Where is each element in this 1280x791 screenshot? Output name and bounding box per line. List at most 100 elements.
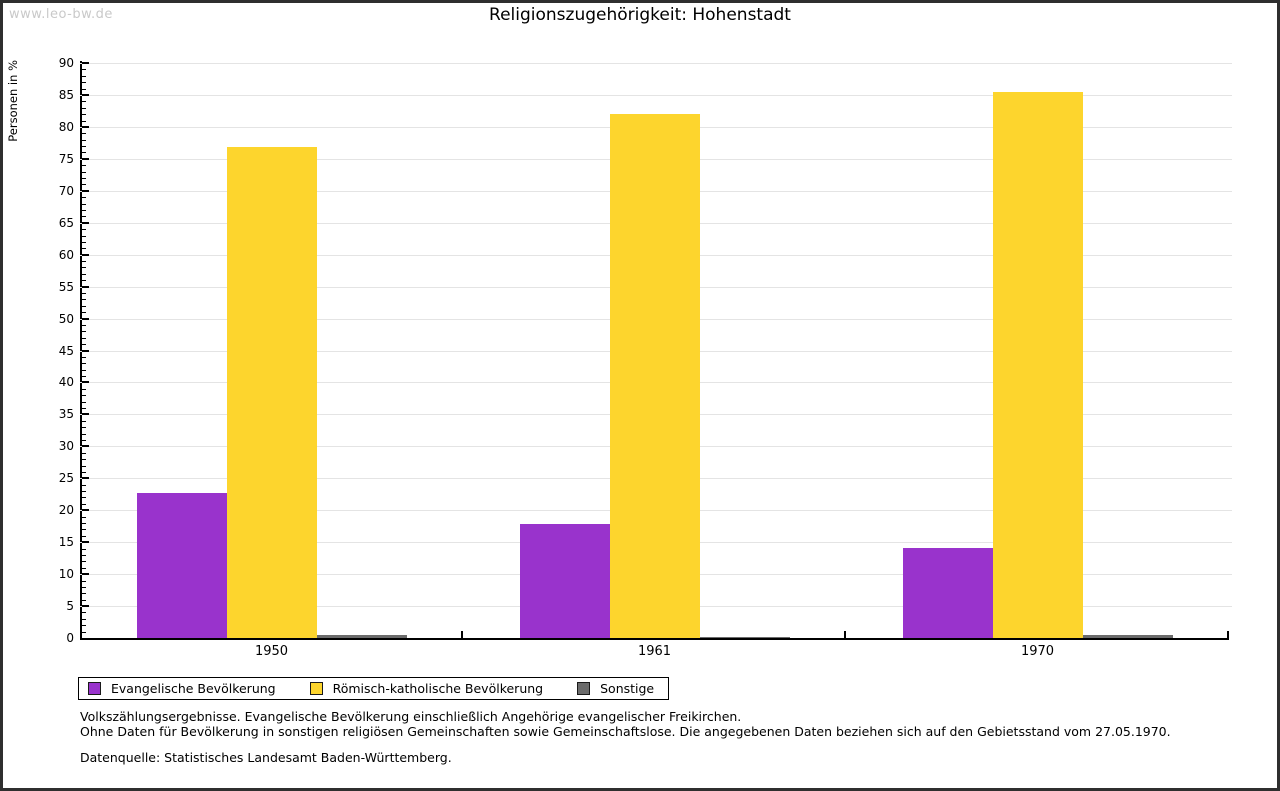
y-minor-tick bbox=[82, 401, 86, 403]
y-minor-tick bbox=[82, 369, 86, 371]
legend-swatch bbox=[309, 682, 323, 695]
y-minor-tick bbox=[82, 535, 86, 537]
y-minor-tick bbox=[82, 363, 86, 365]
x-axis-line bbox=[80, 638, 1229, 640]
y-major-tick bbox=[82, 62, 89, 64]
y-minor-tick bbox=[82, 229, 86, 231]
y-axis-line bbox=[80, 61, 82, 638]
legend-swatch bbox=[577, 682, 591, 695]
y-minor-tick bbox=[82, 101, 86, 103]
y-tick-label: 65 bbox=[58, 215, 74, 230]
gridline bbox=[80, 94, 1232, 96]
y-minor-tick bbox=[82, 178, 86, 179]
y-minor-tick bbox=[82, 312, 86, 314]
y-minor-tick bbox=[82, 631, 86, 633]
data-source: Datenquelle: Statistisches Landesamt Bad… bbox=[80, 750, 452, 765]
y-minor-tick bbox=[82, 452, 86, 454]
y-tick-label: 30 bbox=[58, 439, 74, 454]
legend-item-2: Sonstige bbox=[577, 681, 654, 696]
y-major-tick bbox=[82, 125, 89, 128]
y-minor-tick bbox=[82, 388, 86, 390]
footnote-line: Ohne Daten für Bevölkerung in sonstigen … bbox=[80, 724, 1171, 739]
y-minor-tick bbox=[82, 523, 86, 524]
x-tick-label: 1950 bbox=[254, 644, 289, 659]
y-minor-tick bbox=[82, 82, 86, 84]
y-tick-label: 35 bbox=[58, 407, 74, 422]
y-minor-tick bbox=[82, 471, 86, 473]
y-minor-tick bbox=[82, 152, 86, 154]
y-minor-tick bbox=[82, 548, 86, 550]
y-major-tick bbox=[82, 509, 89, 512]
y-minor-tick bbox=[82, 165, 86, 167]
y-minor-tick bbox=[82, 554, 86, 556]
y-minor-tick bbox=[82, 216, 86, 218]
y-minor-tick bbox=[82, 75, 86, 77]
y-minor-tick bbox=[82, 433, 86, 435]
y-minor-tick bbox=[82, 324, 86, 326]
y-major-tick bbox=[82, 573, 89, 576]
y-minor-tick bbox=[82, 580, 86, 582]
y-tick-label: 0 bbox=[66, 631, 74, 645]
y-minor-tick bbox=[82, 120, 86, 122]
y-minor-tick bbox=[82, 273, 86, 275]
bar-1970-series0 bbox=[902, 547, 993, 638]
y-major-tick bbox=[82, 157, 89, 160]
y-minor-tick bbox=[82, 356, 86, 358]
y-axis-title: Personen in % bbox=[6, 60, 20, 142]
x-axis-boundary-tick bbox=[844, 631, 846, 638]
y-minor-tick bbox=[82, 88, 86, 90]
y-tick-label: 75 bbox=[58, 151, 74, 166]
legend-item-1: Römisch-katholische Bevölkerung bbox=[309, 681, 543, 696]
y-minor-tick bbox=[82, 439, 86, 441]
y-tick-label: 45 bbox=[58, 343, 74, 358]
y-tick-label: 10 bbox=[58, 567, 74, 582]
bar-1950-series2 bbox=[316, 635, 407, 638]
y-tick-label: 50 bbox=[58, 311, 74, 326]
legend-item-0: Evangelische Bevölkerung bbox=[88, 681, 276, 696]
y-minor-tick bbox=[82, 484, 86, 486]
y-major-tick bbox=[82, 317, 89, 320]
y-tick-label: 85 bbox=[58, 87, 74, 102]
y-minor-tick bbox=[82, 114, 86, 116]
y-minor-tick bbox=[82, 497, 86, 499]
y-tick-label: 70 bbox=[58, 183, 74, 198]
y-minor-tick bbox=[82, 235, 86, 237]
y-minor-tick bbox=[82, 241, 86, 243]
y-major-tick bbox=[82, 413, 89, 416]
x-axis-boundary-tick bbox=[461, 631, 463, 638]
y-minor-tick bbox=[82, 171, 86, 173]
y-minor-tick bbox=[82, 612, 86, 614]
gridline bbox=[80, 63, 1232, 64]
y-major-tick bbox=[82, 445, 89, 448]
y-minor-tick bbox=[82, 420, 86, 422]
plot-area: 1950 1961 1970 0 5 10 15 20 25 30 35 40 45 50 55 60 65 70… bbox=[59, 56, 1232, 659]
y-tick-label: 90 bbox=[58, 56, 74, 70]
y-minor-tick bbox=[82, 567, 86, 569]
y-minor-tick bbox=[82, 267, 86, 269]
bar-1950-series0 bbox=[136, 492, 227, 638]
y-minor-tick bbox=[82, 376, 86, 378]
y-minor-tick bbox=[82, 586, 86, 588]
y-minor-tick bbox=[82, 618, 86, 620]
y-minor-tick bbox=[82, 599, 86, 601]
y-major-tick bbox=[82, 381, 89, 384]
y-major-tick bbox=[82, 349, 89, 352]
y-tick-label: 25 bbox=[58, 471, 74, 486]
y-minor-tick bbox=[82, 503, 86, 505]
y-minor-tick bbox=[82, 107, 86, 109]
y-minor-tick bbox=[82, 133, 86, 135]
y-major-tick bbox=[82, 93, 89, 96]
watermark: www.leo-bw.de bbox=[9, 7, 113, 22]
legend-swatch bbox=[88, 682, 101, 695]
y-tick-label: 40 bbox=[58, 375, 74, 390]
y-minor-tick bbox=[82, 593, 86, 595]
y-major-tick bbox=[82, 285, 89, 288]
y-major-tick bbox=[82, 605, 89, 608]
y-major-tick bbox=[82, 477, 89, 480]
y-major-tick bbox=[82, 221, 89, 224]
y-minor-tick bbox=[82, 299, 86, 301]
y-minor-tick bbox=[82, 395, 86, 397]
y-minor-tick bbox=[82, 184, 86, 186]
y-minor-tick bbox=[82, 139, 86, 141]
